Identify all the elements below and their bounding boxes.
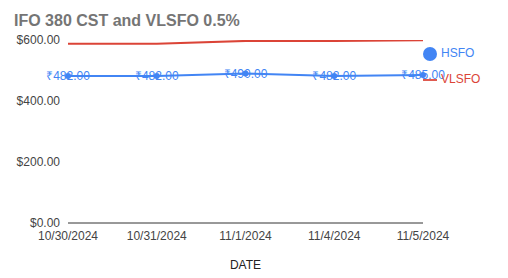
html-text:VLSFO: VLSFO [441,72,481,86]
html-text:HSFO: HSFO [441,46,475,60]
svg-text:$0.00: $0.00 [30,216,60,230]
svg-text:11/5/2024: 11/5/2024 [397,229,450,243]
svg-text:10/31/2024: 10/31/2024 [127,229,187,243]
svg-text:11/1/2024: 11/1/2024 [219,229,272,243]
html-text:IFO 380 CST and VLSFO 0.5%: IFO 380 CST and VLSFO 0.5% [14,12,240,29]
svg-text:₹482.00: ₹482.00 [46,69,90,83]
svg-text:₹482.00: ₹482.00 [135,69,179,83]
svg-text:₹490.00: ₹490.00 [224,67,268,81]
svg-text:$400.00: $400.00 [17,94,61,108]
svg-text:₹482.00: ₹482.00 [312,69,356,83]
svg-text:11/4/2024: 11/4/2024 [308,229,361,243]
svg-text:$200.00: $200.00 [17,155,61,169]
svg-text:₹485.00: ₹485.00 [401,68,445,82]
svg-text:10/30/2024: 10/30/2024 [38,229,98,243]
svg-text:$600.00: $600.00 [17,33,61,47]
svg-text:DATE: DATE [230,258,261,272]
